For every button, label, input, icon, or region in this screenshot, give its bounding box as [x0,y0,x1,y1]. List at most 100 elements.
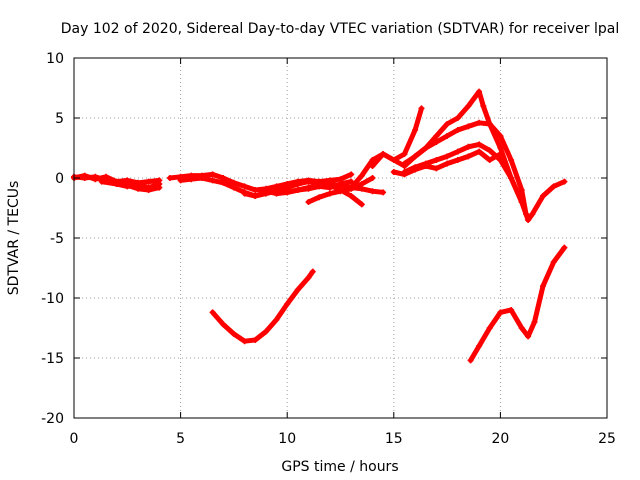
data-point [252,193,259,199]
data-point [412,127,419,133]
x-axis-label: GPS time / hours [281,459,398,475]
data-point [305,199,312,205]
data-point [145,178,152,185]
data-point [497,309,504,316]
data-point [486,121,493,127]
x-tick-label: 25 [598,431,616,447]
series-line-track-10 [370,105,424,169]
data-point [358,181,365,187]
data-point [561,178,568,185]
data-point [525,333,532,340]
series-layer [71,88,568,364]
data-point [380,189,387,196]
data-point [135,185,141,192]
data-point [476,88,483,95]
data-point [252,337,259,343]
data-point [529,211,536,217]
data-point [209,309,216,316]
data-point [401,160,408,167]
data-point [540,193,546,199]
y-axis-label: SDTVAR / TECUs [6,181,22,296]
data-point [508,157,515,163]
data-point [294,181,301,187]
data-point [476,141,483,148]
data-point [177,177,184,184]
data-point [369,188,376,195]
data-point [422,163,429,169]
y-tick-label: 5 [55,111,64,127]
data-point [284,189,291,196]
data-point [326,181,333,187]
data-point [156,184,163,191]
data-point [433,157,440,163]
data-point [518,187,525,193]
data-point [518,325,525,331]
data-point [337,188,344,195]
y-tick-label: 0 [55,171,64,187]
data-point [273,316,280,323]
data-point [358,201,365,208]
data-point [316,182,323,189]
chart-title: Day 102 of 2020, Sidereal Day-to-day VTE… [61,21,619,37]
data-point [305,184,312,191]
data-point [531,319,538,325]
data-point [476,148,483,155]
data-point [390,169,397,175]
data-point [525,217,532,223]
data-point [241,190,248,197]
data-point [444,133,451,139]
data-point [518,199,525,205]
data-point [273,190,280,197]
data-point [497,133,504,139]
data-point [486,147,493,154]
data-point [284,301,291,307]
data-point [380,151,387,157]
data-point [444,121,451,127]
data-point [124,182,131,189]
data-point [198,175,205,181]
data-point [241,338,248,345]
data-point [81,175,88,181]
data-point [433,165,440,172]
data-point [348,184,355,191]
x-tick-label: 0 [70,431,79,447]
data-point [401,151,408,157]
data-point [480,103,487,109]
data-point [348,171,355,178]
y-tick-label: -10 [41,291,64,307]
x-tick-label: 20 [491,431,509,447]
data-point [476,343,483,349]
data-point [465,103,472,109]
data-point [209,177,216,184]
data-point [497,157,504,163]
data-point [465,123,472,130]
data-point [550,183,557,190]
data-point [316,194,323,201]
ticks: 0 5 10 15 20 25 -20 -15 -10 -5 0 5 10 [41,51,616,447]
data-point [476,119,483,126]
data-point [550,259,557,265]
data-point [454,148,461,155]
data-point [561,244,568,251]
data-point [444,160,451,167]
data-point [294,286,301,293]
data-point [433,133,440,139]
data-point [262,188,269,195]
x-tick-label: 10 [278,431,296,447]
x-tick-label: 15 [385,431,403,447]
data-point [412,166,419,173]
data-point [467,357,474,364]
data-point [454,157,461,163]
data-point [433,139,440,145]
data-point [454,115,461,121]
data-point [337,182,344,189]
data-point [497,145,504,151]
data-point [465,153,472,160]
data-point [486,157,493,163]
y-tick-label: 10 [46,51,64,67]
data-point [508,175,515,181]
data-point [401,171,408,178]
data-point [422,145,429,151]
